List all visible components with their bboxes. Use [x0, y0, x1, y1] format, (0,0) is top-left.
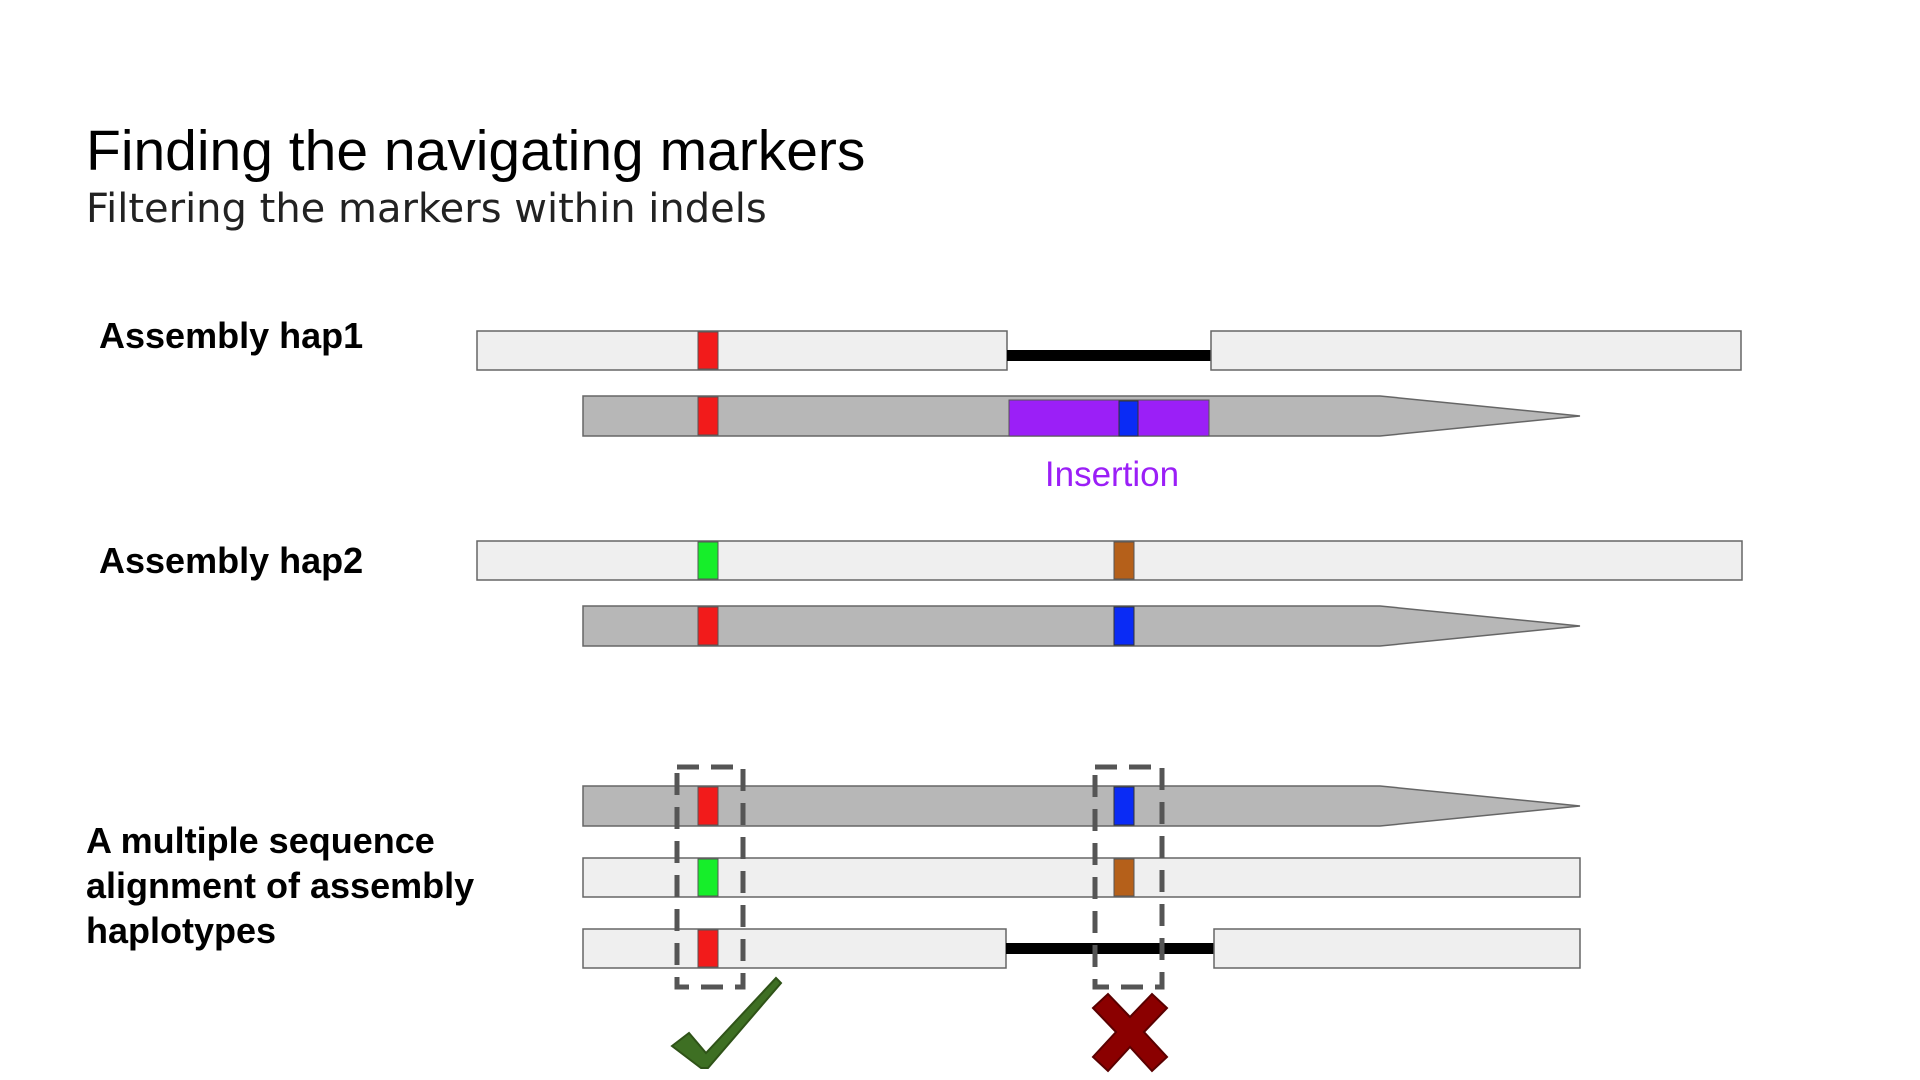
hap1-read-marker-red	[697, 396, 719, 436]
msa-hap2-marker-brown	[1113, 858, 1135, 897]
msa-row-hap1-left	[582, 928, 1007, 969]
hap2-read	[582, 605, 1581, 647]
msa-hap1-deletion-gap	[1006, 943, 1214, 954]
hap2-read-marker-blue	[1113, 606, 1135, 646]
label-assembly-hap1: Assembly hap1	[99, 315, 364, 356]
msa-hap1-marker-red	[697, 929, 719, 968]
insertion-block	[1008, 399, 1210, 437]
page-title: Finding the navigating markers	[86, 119, 866, 183]
msa-row-hap1-right	[1213, 928, 1581, 969]
hap2-group	[476, 540, 1743, 647]
hap2-marker-brown	[1113, 541, 1135, 580]
filtered-marker-column-box	[1092, 764, 1165, 990]
msa-read-marker-blue	[1113, 786, 1135, 826]
insertion-label: Insertion	[1045, 455, 1179, 494]
msa-read-marker-red	[697, 786, 719, 826]
check-icon	[670, 976, 783, 1069]
hap1-assembly-right-segment	[1210, 330, 1742, 371]
hap2-marker-green	[697, 541, 719, 580]
msa-hap2-marker-green	[697, 858, 719, 897]
msa-row-hap2	[582, 857, 1581, 898]
kept-marker-column-box	[674, 764, 746, 990]
hap1-deletion-gap	[1007, 350, 1211, 361]
hap1-marker-red	[697, 331, 719, 370]
hap1-read-marker-blue	[1118, 400, 1139, 437]
label-msa: A multiple sequence alignment of assembl…	[86, 820, 475, 951]
hap1-group: Insertion	[476, 330, 1742, 494]
msa-group	[582, 764, 1581, 990]
page-subtitle: Filtering the markers within indels	[86, 186, 767, 232]
msa-row-read	[582, 785, 1581, 827]
hap2-assembly	[476, 540, 1743, 581]
cross-icon	[1091, 992, 1169, 1073]
label-assembly-hap2: Assembly hap2	[99, 540, 364, 581]
hap2-read-marker-red	[697, 606, 719, 646]
hap1-assembly-left-segment	[476, 330, 1008, 371]
